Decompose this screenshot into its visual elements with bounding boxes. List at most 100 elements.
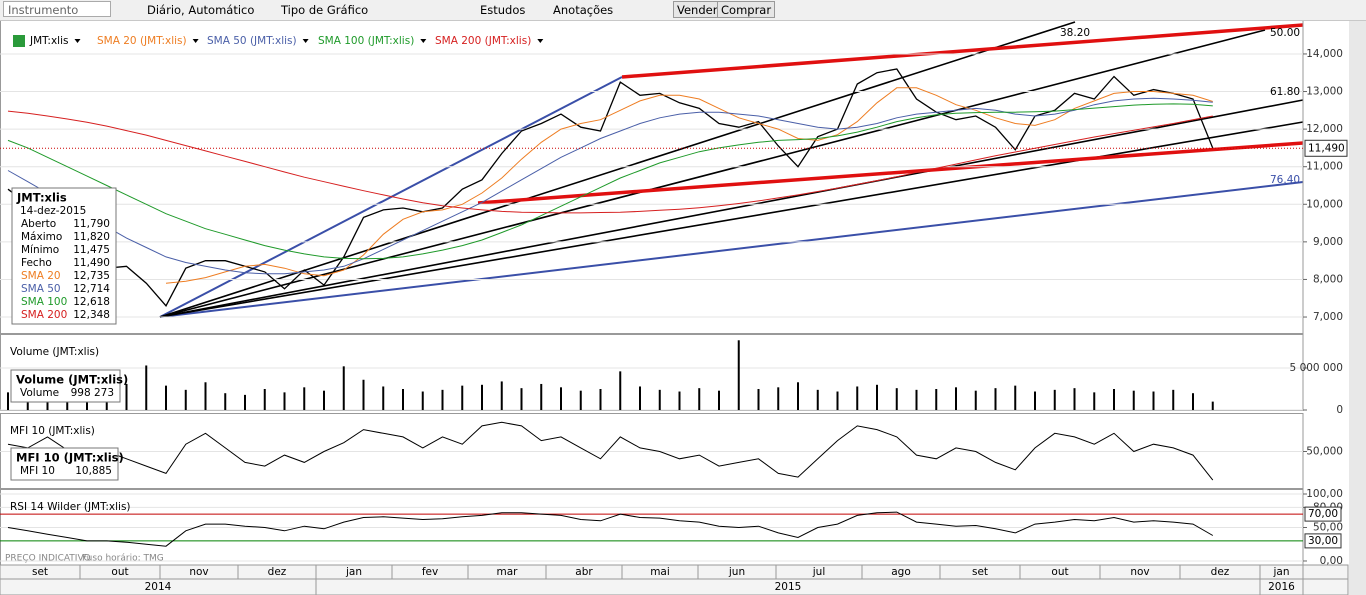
volume-bar — [856, 386, 859, 410]
readout-value: 11,475 — [73, 244, 110, 256]
volume-bar — [263, 389, 266, 410]
readout-title: MFI 10 (JMT:xlis) — [16, 451, 124, 465]
legend-entry: SMA 50 (JMT:xlis) — [207, 35, 297, 47]
volume-bar — [797, 382, 799, 410]
readout-title: JMT:xlis — [16, 191, 67, 205]
readout-key: Fecho — [21, 257, 52, 269]
panel-title: MFI 10 (JMT:xlis) — [10, 425, 95, 437]
fibonacci-label: 38.20 — [1060, 27, 1090, 39]
buy-button[interactable]: Comprar — [717, 1, 776, 18]
y-tick-label: 12,000 — [1306, 123, 1343, 135]
readout-title: Volume (JMT:xlis) — [16, 373, 128, 387]
last-price-label: 11,490 — [1308, 142, 1345, 154]
month-label: set — [972, 566, 988, 578]
volume-bar — [619, 371, 622, 410]
volume-bar — [184, 389, 187, 410]
readout-key: Mínimo — [21, 244, 59, 256]
readout-key: SMA 100 — [21, 296, 67, 308]
legend-entry: SMA 20 (JMT:xlis) — [97, 35, 187, 47]
dropdown-icon — [537, 39, 544, 43]
volume-bar — [1014, 385, 1017, 410]
volume-bar — [1132, 390, 1135, 410]
volume-bar — [895, 388, 898, 410]
fibonacci-label: 50.00 — [1270, 27, 1300, 39]
toolbar: Instrumento Diário, Automático Tipo de G… — [0, 0, 1366, 21]
month-label: nov — [189, 566, 208, 578]
readout-value: 11,490 — [73, 257, 110, 269]
volume-bar — [421, 391, 424, 410]
readout-date: 14-dez-2015 — [20, 205, 86, 217]
volume-bar — [323, 390, 325, 410]
month-label: out — [111, 566, 128, 578]
y-tick-label: 8,000 — [1313, 273, 1343, 285]
volume-bar — [1172, 389, 1175, 410]
volume-bar — [204, 382, 207, 410]
y-tick-label: 14,000 — [1306, 48, 1343, 60]
indicator-line — [7, 511, 1214, 547]
month-label: nov — [1130, 566, 1149, 578]
month-label: out — [1051, 566, 1068, 578]
volume-bar — [1034, 391, 1036, 410]
annotations-menu[interactable]: Anotações — [553, 3, 614, 17]
month-label: jan — [345, 566, 362, 578]
trendline — [159, 99, 1304, 318]
readout-box — [10, 369, 121, 403]
last-price-box — [1304, 139, 1348, 157]
volume-bar — [540, 383, 543, 410]
volume-bar — [362, 379, 365, 410]
readout-value: 12,618 — [73, 296, 110, 308]
readout-key: SMA 200 — [21, 309, 67, 321]
panel-title: RSI 14 Wilder (JMT:xlis) — [10, 501, 131, 513]
instrument-icon — [13, 35, 25, 47]
year-label: 2014 — [145, 581, 172, 593]
volume-bar — [520, 388, 523, 410]
indicator-line — [7, 97, 1213, 275]
readout-value: 11,790 — [73, 218, 110, 230]
period-menu[interactable]: Diário, Automático — [147, 3, 255, 17]
trendline — [159, 181, 1304, 318]
volume-bar — [639, 386, 641, 410]
sell-button[interactable]: Vender — [673, 1, 722, 18]
volume-bar — [244, 394, 246, 410]
dropdown-icon — [302, 39, 309, 43]
readout-key: SMA 20 — [21, 270, 61, 282]
volume-bar — [777, 387, 780, 410]
panel-title: Volume (JMT:xlis) — [10, 346, 99, 358]
trendline — [159, 121, 1304, 318]
reference-label: 30,00 — [1308, 535, 1338, 547]
volume-bar — [382, 386, 385, 410]
y-tick-label: 0,00 — [1320, 555, 1343, 567]
instrument-input[interactable]: Instrumento — [3, 1, 111, 17]
volume-bar — [737, 340, 740, 410]
volume-bar — [165, 385, 167, 410]
volume-bar — [816, 389, 819, 410]
indicator-line — [7, 110, 1213, 214]
readout-key: Volume — [20, 387, 59, 399]
month-label: jun — [728, 566, 745, 578]
volume-bar — [1093, 392, 1096, 410]
volume-bar — [1113, 389, 1115, 410]
x-axis-band — [0, 564, 1349, 595]
readout-value: 12,714 — [73, 283, 110, 295]
month-label: dez — [268, 566, 287, 578]
price-line — [7, 68, 1214, 307]
dropdown-icon — [74, 39, 81, 43]
y-tick-label: 13,000 — [1306, 86, 1343, 98]
fibonacci-label: 61.80 — [1270, 86, 1300, 98]
volume-bar — [1053, 389, 1056, 410]
dropdown-icon — [192, 39, 199, 43]
y-tick-label: 50,000 — [1306, 446, 1343, 458]
volume-bar — [698, 388, 701, 410]
trendlines — [159, 21, 1304, 318]
chart-type-menu[interactable]: Tipo de Gráfico — [281, 3, 369, 17]
volume-bar — [718, 390, 720, 410]
y-tick-label: 5 000 000 — [1290, 362, 1343, 374]
trendline — [159, 29, 1266, 318]
y-tick-label: 11,000 — [1306, 161, 1343, 173]
volume-bar — [994, 388, 997, 410]
studies-menu[interactable]: Estudos — [480, 3, 526, 17]
y-tick-label: 50,00 — [1313, 521, 1343, 533]
volume-bar — [757, 389, 760, 410]
volume-bar — [125, 383, 128, 410]
readout-key: Máximo — [21, 231, 62, 243]
